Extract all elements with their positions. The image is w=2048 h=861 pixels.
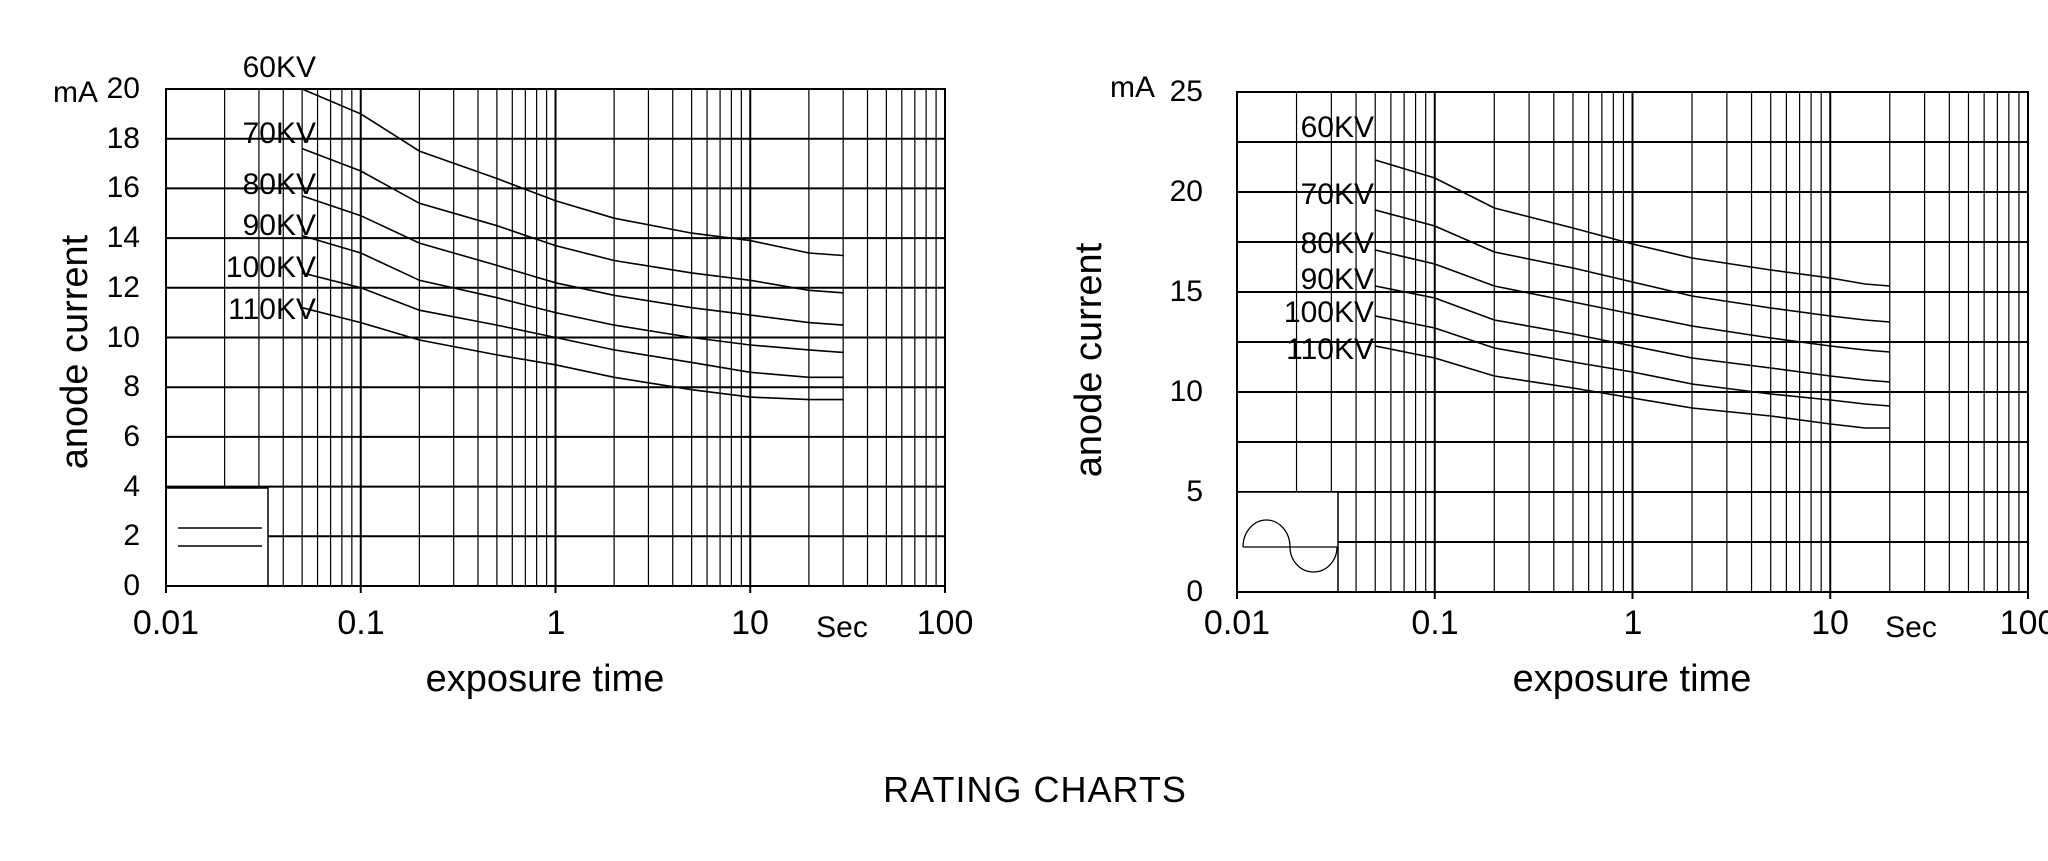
x-tick-label: 100 [916,604,974,642]
y-tick-label: 16 [106,171,140,205]
x-tick-label: 0.1 [337,604,385,642]
curve-110kv [301,306,844,401]
page-title: RATING CHARTS [883,769,1187,810]
y-tick-label: 10 [106,320,140,354]
curve-70kv [1374,209,1890,323]
curve-90kv [301,234,844,354]
curve-100kv [301,272,844,379]
x-tick-label: 0.01 [1203,604,1271,642]
y-tick-label: 8 [123,370,140,404]
curve-80kv [1375,249,1890,353]
curve-label-70kv: 70KV [242,116,316,150]
curve-label-100kv: 100KV [225,250,316,284]
x-tick-label: 10 [1811,604,1849,642]
y-tick-label: 18 [106,121,140,155]
curve-70kv [301,147,844,294]
curve-label-80kv: 80KV [1300,227,1374,260]
curve-label-60kv: 60KV [1300,111,1374,144]
curve-110kv [1375,345,1890,429]
curve-label-70kv: 70KV [1300,178,1374,211]
curve-80kv [301,195,844,326]
y-tick-label: 6 [123,419,140,453]
y-axis-unit-label: mA [1110,71,1155,104]
curve-label-90kv: 90KV [1300,263,1374,296]
waveform-legend-box [1236,491,1339,593]
waveform-legend-box [165,487,269,587]
curve-label-110kv: 110KV [1286,333,1374,366]
x-axis-unit-label: Sec [816,611,868,644]
x-axis-title: exposure time [1512,658,1752,700]
x-axis-title: exposure time [425,658,665,700]
y-tick-label: 20 [1169,175,1203,208]
curve-100kv [1375,315,1890,407]
curve-90kv [1375,285,1890,383]
x-tick-label: 0.01 [132,604,200,642]
y-tick-label: 0 [123,569,140,602]
curve-60kv [1374,159,1890,287]
x-tick-label: 0.1 [1411,604,1459,642]
y-tick-label: 12 [106,270,140,304]
curve-label-90kv: 90KV [242,208,316,242]
y-tick-label: 20 [106,72,140,105]
y-tick-label: 10 [1169,375,1203,408]
y-tick-label: 14 [106,221,140,255]
curve-label-110kv: 110KV [228,292,316,326]
y-tick-label: 15 [1169,275,1203,308]
x-tick-label: 1 [546,604,566,642]
curve-label-60kv: 60KV [242,51,316,84]
x-axis-unit-label: Sec [1885,611,1937,644]
curve-label-100kv: 100KV [1283,296,1374,329]
ac-waveform-icon [1242,519,1338,573]
y-tick-label: 4 [123,469,140,503]
y-tick-label: 5 [1186,475,1203,508]
x-tick-label: 10 [731,604,769,642]
y-axis-unit-label: mA [53,76,98,109]
y-tick-label: 25 [1169,75,1203,108]
y-tick-label: 2 [123,519,140,553]
x-tick-label: 1 [1623,604,1643,642]
y-axis-title: anode current [1068,242,1110,478]
x-tick-label: 100 [1999,604,2048,642]
y-tick-label: 0 [1186,575,1203,608]
curve-60kv [301,88,844,257]
curve-label-80kv: 80KV [242,167,316,201]
